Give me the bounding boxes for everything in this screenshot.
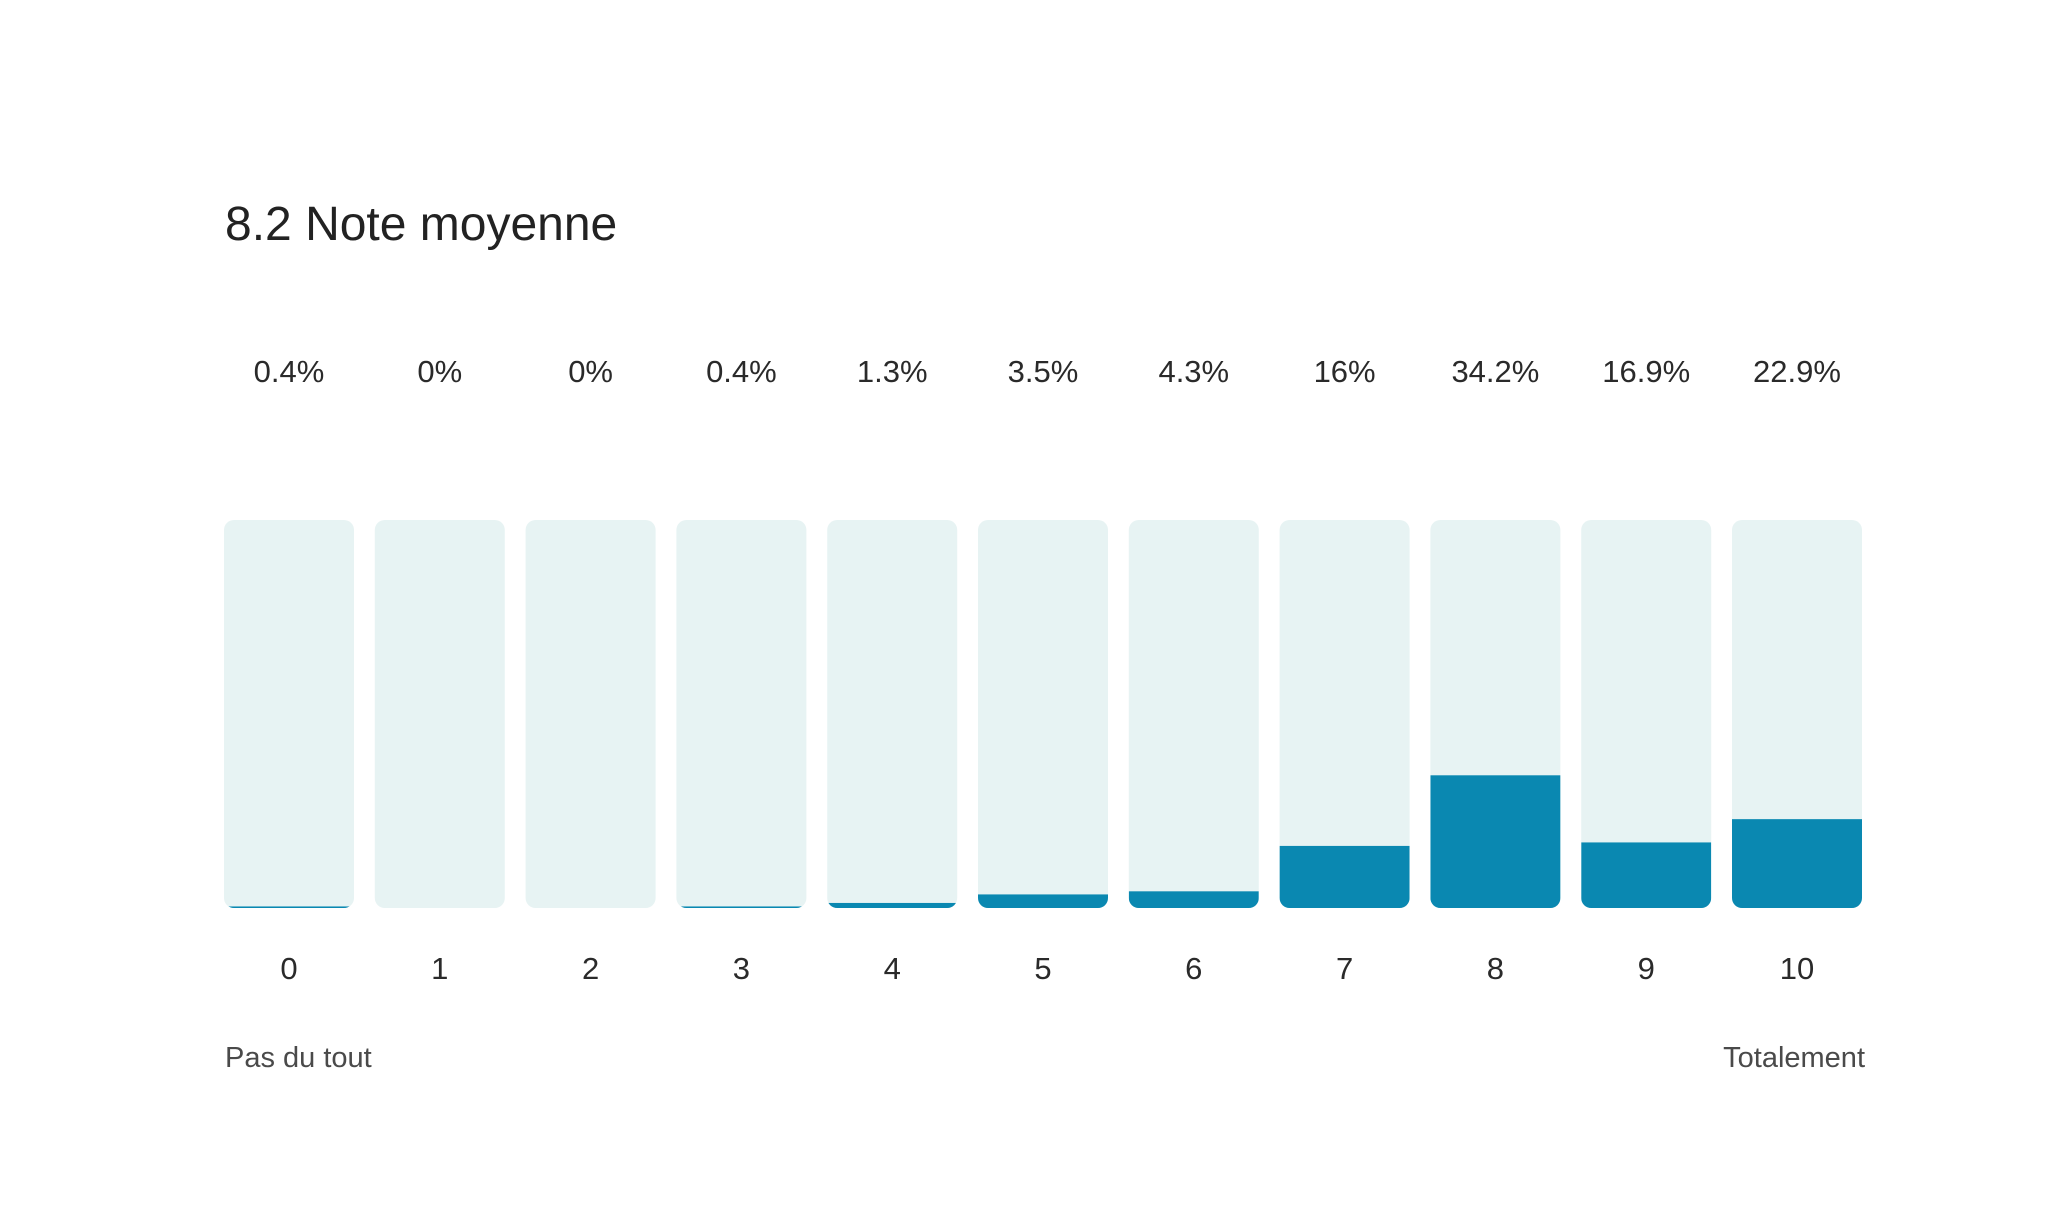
category-label-5: 5 — [1034, 951, 1051, 986]
value-label-4: 1.3% — [857, 354, 928, 389]
category-label-10: 10 — [1780, 951, 1814, 986]
bar-0 — [224, 906, 354, 908]
category-label-7: 7 — [1336, 951, 1353, 986]
bar-10 — [1732, 819, 1862, 908]
category-label-2: 2 — [582, 951, 599, 986]
value-label-2: 0% — [568, 354, 613, 389]
scale-max-label: Totalement — [1723, 1042, 1865, 1074]
category-label-8: 8 — [1487, 951, 1504, 986]
bar-track-4 — [827, 520, 958, 908]
value-label-0: 0.4% — [254, 354, 325, 389]
bar-8 — [1430, 775, 1561, 908]
value-label-9: 16.9% — [1602, 354, 1690, 389]
bar-track-5 — [978, 520, 1108, 908]
bar-track-3 — [676, 520, 807, 908]
value-label-1: 0% — [417, 354, 462, 389]
category-label-6: 6 — [1185, 951, 1202, 986]
bar-5 — [978, 894, 1108, 908]
category-label-0: 0 — [280, 951, 297, 986]
bar-6 — [1128, 891, 1259, 908]
scale-min-label: Pas du tout — [225, 1042, 372, 1074]
value-label-7: 16% — [1314, 354, 1376, 389]
value-label-6: 4.3% — [1158, 354, 1229, 389]
bar-track-9 — [1581, 520, 1712, 908]
bar-track-2 — [525, 520, 656, 908]
value-label-5: 3.5% — [1008, 354, 1079, 389]
category-label-3: 3 — [733, 951, 750, 986]
value-label-3: 0.4% — [706, 354, 777, 389]
bar-9 — [1581, 842, 1712, 908]
category-label-9: 9 — [1638, 951, 1655, 986]
bar-3 — [676, 906, 807, 908]
bar-4 — [827, 902, 958, 908]
bar-track-7 — [1279, 520, 1410, 908]
bar-track-0 — [224, 520, 354, 908]
value-label-8: 34.2% — [1451, 354, 1539, 389]
value-label-10: 22.9% — [1753, 354, 1841, 389]
bar-7 — [1279, 845, 1410, 908]
category-label-1: 1 — [431, 951, 448, 986]
bar-track-10 — [1732, 520, 1862, 908]
category-label-4: 4 — [884, 951, 901, 986]
chart-title: 8.2 Note moyenne — [225, 198, 618, 251]
bar-track-6 — [1128, 520, 1259, 908]
bar-track-1 — [374, 520, 505, 908]
